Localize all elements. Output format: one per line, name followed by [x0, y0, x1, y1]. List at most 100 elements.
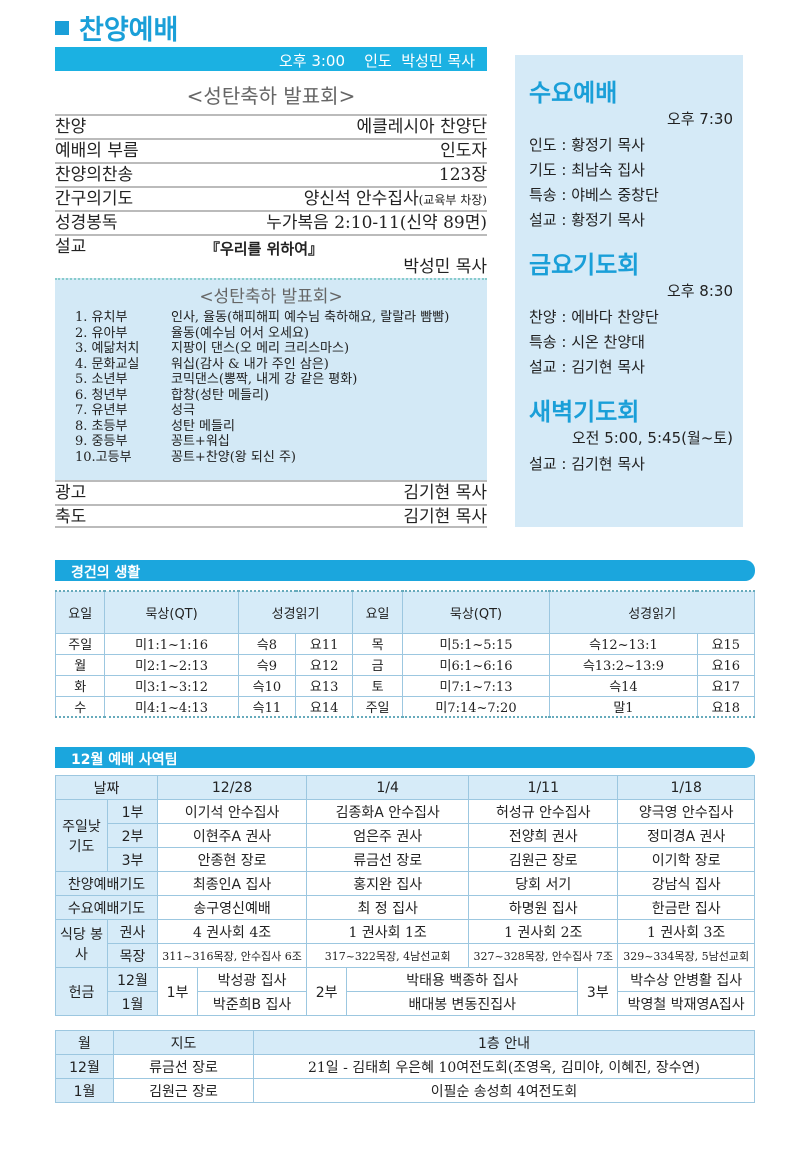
- table-row: 찬양예배기도 최종인A 집사 홍지완 집사 당회 서기 강남식 집사: [55, 871, 755, 896]
- table-cell: 1부: [157, 967, 198, 1016]
- order-row: 광고 김기현 목사: [55, 480, 487, 504]
- order-value: 인도자: [440, 141, 487, 161]
- table-cell: 요11: [295, 632, 354, 655]
- table-cell: 박영철 박재영A집사: [617, 991, 755, 1016]
- table-cell: 이기석 안수집사: [156, 799, 308, 824]
- program-content: 성극: [171, 403, 195, 418]
- table-cell: 미2:1~2:13: [104, 653, 239, 676]
- table-cell: 요15: [696, 632, 756, 655]
- sermon-title: 『우리를 위하여』: [205, 240, 324, 258]
- table-cell: 김원근 장로: [468, 847, 619, 872]
- fri-line: 설교 : 김기현 목사: [529, 358, 645, 376]
- team-section-bar: 12월 예배 사역팀: [55, 747, 755, 768]
- wed-title: 수요예배: [529, 79, 618, 107]
- program-dept: 5. 소년부: [75, 372, 128, 387]
- devotion-table: 요일 묵상(QT) 성경읽기 요일 묵상(QT) 성경읽기 주일 미1:1~1:16 슥8 요11…: [54, 590, 756, 718]
- table-row: 날짜 12/28 1/4 1/11 1/18: [55, 775, 755, 800]
- title-text: 찬양예배: [79, 15, 179, 46]
- program-title: <성탄축하 발표회>: [199, 287, 343, 307]
- square-icon: [55, 21, 69, 35]
- table-cell: 요16: [696, 653, 756, 676]
- guide-table: 월 지도 1층 안내 12월 류금선 장로 21일 - 김태희 우은혜 10여전도회(조영…: [55, 1030, 755, 1103]
- program-item: 1. 유치부 인사, 율동(해피해피 예수님 축하해요, 랄랄라 빰빰): [75, 310, 487, 326]
- header-cell: 1층 안내: [253, 1030, 755, 1055]
- table-cell: 요13: [295, 674, 354, 697]
- program-content: 성탄 메들리: [171, 418, 235, 434]
- order-row: 찬양 에클레시아 찬양단: [55, 114, 487, 138]
- table-cell: 박수상 안병활 집사: [617, 967, 755, 992]
- header-cell: 날짜: [55, 775, 158, 800]
- table-row: 1월 박준희B 집사 배대봉 변동진집사 박영철 박재영A집사: [56, 991, 755, 1016]
- table-cell: 329~334목장, 5남선교회: [617, 943, 755, 968]
- header-cell: 요일: [352, 590, 403, 634]
- header-cell: 성경읽기: [237, 590, 354, 634]
- table-cell: 화: [54, 674, 106, 697]
- program-content: 합창(성탄 메들리): [171, 387, 269, 403]
- table-cell: 327~328목장, 안수집사 7조: [468, 943, 619, 968]
- program-content: 인사, 율동(해피해피 예수님 축하해요, 랄랄라 빰빰): [171, 310, 450, 325]
- program-item: 8. 초등부 성탄 메들리: [75, 419, 487, 435]
- wed-line: 특송 : 야베스 중창단: [529, 186, 659, 204]
- table-cell: 강남식 집사: [617, 871, 755, 896]
- table-cell: 송구영신예배: [156, 895, 308, 920]
- header-cell: 12월: [107, 967, 158, 992]
- header-cell: 수요예배기도: [55, 895, 158, 920]
- table-cell: 슥13:2~13:9: [549, 653, 698, 676]
- order-item: 광고: [55, 483, 87, 503]
- header-cell: 성경읽기: [549, 590, 755, 634]
- wed-line: 인도 : 황정기 목사: [529, 136, 645, 154]
- order-value: 김기현 목사: [403, 483, 487, 503]
- program-dept: 10.고등부: [75, 449, 132, 465]
- table-cell: 주일: [352, 695, 403, 718]
- table-cell: 김원근 장로: [113, 1078, 254, 1103]
- table-cell: 허성규 안수집사: [468, 799, 619, 824]
- table-row: 화 미3:1~3:12 슥10 요13 토 미7:1~7:13 슥14 요17: [54, 674, 756, 697]
- table-row: 월 지도 1층 안내: [55, 1030, 755, 1055]
- order-item: 찬양의찬송: [55, 165, 134, 185]
- table-cell: 미5:1~5:15: [401, 632, 551, 655]
- table-cell: 미6:1~6:16: [401, 653, 551, 676]
- header-cell: 1/18: [617, 775, 755, 800]
- header-cell: 12월: [55, 1054, 114, 1079]
- header-cell: 1월: [107, 991, 158, 1016]
- program-dept: 1. 유치부: [75, 310, 128, 325]
- table-cell: 월: [54, 653, 106, 676]
- order-of-service: 찬양 에클레시아 찬양단 예배의 부름 인도자 찬양의찬송 123장 간구의기도 양신석…: [55, 114, 487, 278]
- table-row: 목장 311~316목장, 안수집사 6조 317~322목장, 4남선교회 327~…: [56, 943, 755, 968]
- order-item: 찬양: [55, 117, 87, 137]
- header-cell: 찬양예배기도: [55, 871, 158, 896]
- sermon-row: 설교 『우리를 위하여』 박성민 목사: [55, 234, 487, 278]
- table-cell: 배대봉 변동진집사: [346, 991, 579, 1016]
- order-value: 에클레시아 찬양단: [356, 117, 487, 137]
- table-cell: 이필순 송성희 4여전도회: [253, 1078, 755, 1103]
- table-cell: 미7:1~7:13: [401, 674, 551, 697]
- sermon-preacher: 박성민 목사: [403, 257, 487, 277]
- order-row: 축도 김기현 목사: [55, 504, 487, 528]
- order-row: 찬양의찬송 123장: [55, 162, 487, 186]
- table-cell: 슥8: [237, 632, 297, 655]
- program-dept: 4. 문화교실: [75, 356, 140, 372]
- table-cell: 수: [54, 695, 106, 718]
- table-cell: 금: [352, 653, 403, 676]
- table-cell: 1 권사회 1조: [306, 919, 470, 944]
- table-cell: 목: [352, 632, 403, 655]
- header-cell: 목장: [107, 943, 158, 968]
- table-cell: 류금선 장로: [113, 1054, 254, 1079]
- table-cell: 엄은주 권사: [306, 823, 470, 848]
- order-value: 양신석 안수집사: [303, 189, 419, 209]
- time-bar: 오후 3:00 인도 박성민 목사: [55, 47, 487, 71]
- header-cell: 1부: [107, 799, 158, 824]
- table-cell: 양극영 안수집사: [617, 799, 755, 824]
- dawn-title: 새벽기도회: [529, 398, 640, 426]
- table-cell: 1 권사회 3조: [617, 919, 755, 944]
- program-item: 6. 청년부 합창(성탄 메들리): [75, 388, 487, 404]
- wed-time: 오후 7:30: [666, 110, 733, 128]
- wed-line: 설교 : 황정기 목사: [529, 211, 645, 229]
- table-cell: 이현주A 권사: [156, 823, 308, 848]
- table-cell: 슥12~13:1: [549, 632, 698, 655]
- table-row: 헌금 12월 1부 박성광 집사 2부 박태용 백종하 집사 3부 박수상 안병활 집사: [55, 967, 755, 1016]
- table-row: 주일 미1:1~1:16 슥8 요11 목 미5:1~5:15 슥12~13:1 요15: [54, 632, 756, 655]
- order-item: 축도: [55, 507, 87, 527]
- table-cell: 전양희 권사: [468, 823, 619, 848]
- table-cell: 주일: [54, 632, 106, 655]
